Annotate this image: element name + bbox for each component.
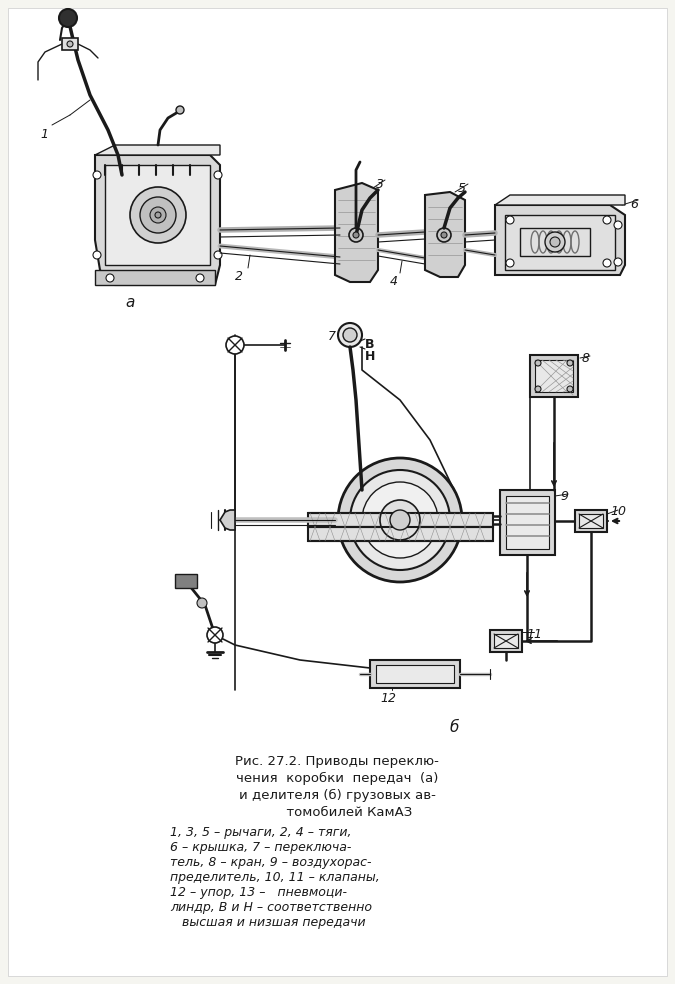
Circle shape xyxy=(603,216,611,224)
Circle shape xyxy=(535,360,541,366)
Circle shape xyxy=(603,259,611,267)
Circle shape xyxy=(130,187,186,243)
Circle shape xyxy=(67,41,73,47)
Circle shape xyxy=(140,197,176,233)
Text: 3: 3 xyxy=(376,178,384,191)
Text: 5: 5 xyxy=(458,182,466,195)
Circle shape xyxy=(214,251,222,259)
Bar xyxy=(530,355,578,397)
Bar xyxy=(308,513,493,527)
Text: 1, 3, 5 – рычаги, 2, 4 – тяги,: 1, 3, 5 – рычаги, 2, 4 – тяги, xyxy=(170,826,352,839)
Bar xyxy=(308,527,493,541)
Polygon shape xyxy=(335,183,378,282)
Bar xyxy=(505,215,615,270)
Circle shape xyxy=(93,171,101,179)
Text: тель, 8 – кран, 9 – воздухорас-: тель, 8 – кран, 9 – воздухорас- xyxy=(170,856,371,869)
Bar xyxy=(579,514,603,528)
Circle shape xyxy=(380,500,420,540)
Circle shape xyxy=(197,598,207,608)
Circle shape xyxy=(390,510,410,530)
Text: 6 – крышка, 7 – переключа-: 6 – крышка, 7 – переключа- xyxy=(170,841,352,854)
Bar xyxy=(520,228,590,256)
Polygon shape xyxy=(425,192,465,277)
Circle shape xyxy=(441,232,447,238)
Text: 1: 1 xyxy=(40,128,48,141)
Text: линдр, В и Н – соответственно: линдр, В и Н – соответственно xyxy=(170,901,372,914)
Text: чения  коробки  передач  (а): чения коробки передач (а) xyxy=(236,772,438,785)
Polygon shape xyxy=(95,155,220,285)
Circle shape xyxy=(506,216,514,224)
Bar xyxy=(494,634,518,648)
Circle shape xyxy=(214,171,222,179)
Text: 6: 6 xyxy=(630,198,638,211)
Circle shape xyxy=(196,274,204,282)
Text: б: б xyxy=(450,720,460,735)
Text: Рис. 27.2. Приводы переклю-: Рис. 27.2. Приводы переклю- xyxy=(235,755,439,768)
Circle shape xyxy=(535,386,541,392)
Polygon shape xyxy=(220,510,235,530)
Circle shape xyxy=(437,228,451,242)
Circle shape xyxy=(338,323,362,347)
Polygon shape xyxy=(495,195,625,205)
Circle shape xyxy=(362,482,438,558)
Circle shape xyxy=(176,106,184,114)
Text: высшая и низшая передачи: высшая и низшая передачи xyxy=(170,916,366,929)
Circle shape xyxy=(226,336,244,354)
Text: и делителя (б) грузовых ав-: и делителя (б) грузовых ав- xyxy=(238,789,435,802)
Circle shape xyxy=(614,221,622,229)
Text: 13: 13 xyxy=(393,490,407,500)
Text: томобилей КамАЗ: томобилей КамАЗ xyxy=(261,806,412,819)
Circle shape xyxy=(343,328,357,342)
Polygon shape xyxy=(495,205,625,275)
Circle shape xyxy=(350,470,450,570)
Text: а: а xyxy=(126,295,135,310)
Text: 9: 9 xyxy=(560,490,568,503)
Bar xyxy=(535,360,573,392)
Circle shape xyxy=(550,237,560,247)
Circle shape xyxy=(106,274,114,282)
Bar xyxy=(175,574,197,588)
Circle shape xyxy=(93,251,101,259)
Text: Н: Н xyxy=(365,350,375,363)
Circle shape xyxy=(207,627,223,643)
Text: 12 – упор, 13 –   пневмоци-: 12 – упор, 13 – пневмоци- xyxy=(170,886,347,899)
Circle shape xyxy=(349,228,363,242)
Circle shape xyxy=(545,232,565,252)
Text: 10: 10 xyxy=(610,505,626,518)
Bar xyxy=(500,490,555,555)
Text: 2: 2 xyxy=(235,270,243,283)
Circle shape xyxy=(59,9,77,27)
Text: пределитель, 10, 11 – клапаны,: пределитель, 10, 11 – клапаны, xyxy=(170,871,380,884)
Text: 12: 12 xyxy=(380,692,396,705)
Bar xyxy=(506,496,549,549)
Circle shape xyxy=(567,360,573,366)
Text: 4: 4 xyxy=(390,275,398,288)
Text: 11: 11 xyxy=(526,628,542,641)
Text: В: В xyxy=(365,338,375,351)
Text: 7: 7 xyxy=(328,330,336,343)
Bar xyxy=(490,630,522,652)
Circle shape xyxy=(567,386,573,392)
Circle shape xyxy=(150,207,166,223)
Bar xyxy=(105,165,210,265)
Circle shape xyxy=(506,259,514,267)
Circle shape xyxy=(614,258,622,266)
Polygon shape xyxy=(95,145,220,155)
Text: 8: 8 xyxy=(582,352,590,365)
Circle shape xyxy=(338,458,462,582)
Bar xyxy=(370,660,460,688)
Bar xyxy=(376,665,454,683)
Circle shape xyxy=(353,232,359,238)
Bar xyxy=(62,38,78,50)
Bar xyxy=(575,510,607,532)
Circle shape xyxy=(155,212,161,218)
Polygon shape xyxy=(95,270,215,285)
